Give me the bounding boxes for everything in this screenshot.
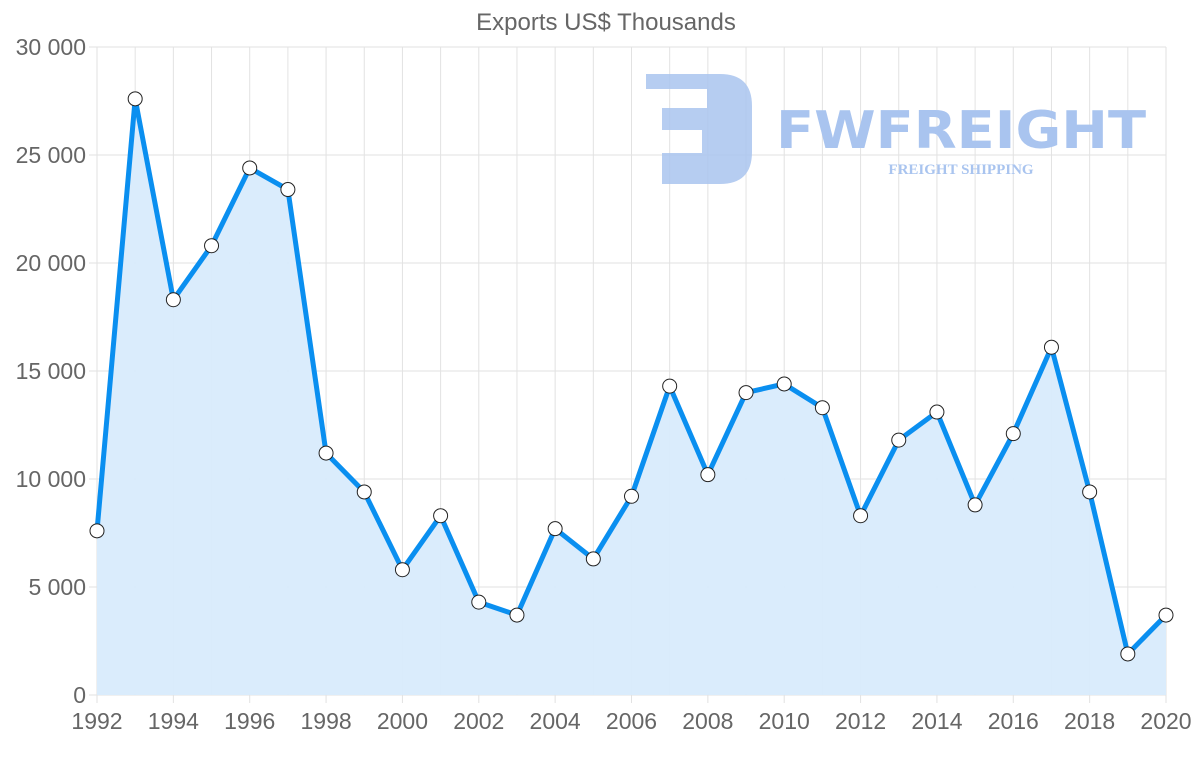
x-tick-label: 1996 (224, 708, 275, 734)
data-point[interactable] (929, 404, 945, 420)
data-point[interactable] (1082, 484, 1098, 500)
fwfreight-logo-icon (646, 74, 752, 184)
data-point[interactable] (662, 378, 678, 394)
x-tick-label: 2014 (911, 708, 962, 734)
y-tick-label: 0 (73, 682, 86, 708)
data-point[interactable] (891, 432, 907, 448)
x-tick-label: 2002 (453, 708, 504, 734)
chart-title: Exports US$ Thousands (476, 9, 736, 36)
data-point[interactable] (967, 497, 983, 513)
x-tick-label: 2020 (1140, 708, 1191, 734)
x-tick-label: 2006 (606, 708, 657, 734)
x-tick-label: 2018 (1064, 708, 1115, 734)
data-point[interactable] (471, 594, 487, 610)
y-tick-label: 10 000 (16, 466, 86, 492)
y-tick-label: 20 000 (16, 250, 86, 276)
x-tick-label: 1994 (148, 708, 199, 734)
data-point[interactable] (89, 523, 105, 539)
data-point[interactable] (509, 607, 525, 623)
data-point[interactable] (547, 521, 563, 537)
data-points (89, 91, 1174, 662)
x-tick-label: 2016 (988, 708, 1039, 734)
data-point[interactable] (1120, 646, 1136, 662)
data-point[interactable] (127, 91, 143, 107)
data-point[interactable] (738, 385, 754, 401)
x-tick-label: 2000 (377, 708, 428, 734)
x-tick-label: 1992 (71, 708, 122, 734)
data-point[interactable] (433, 508, 449, 524)
watermark-tagline: FREIGHT SHIPPING (888, 162, 1033, 178)
y-tick-label: 25 000 (16, 142, 86, 168)
x-axis-ticks: 1992 1994 1996 1998 2000 2002 2004 2006 2008 2010… (71, 708, 1191, 734)
data-point[interactable] (1043, 339, 1059, 355)
y-tick-label: 30 000 (16, 34, 86, 60)
data-point[interactable] (204, 238, 220, 254)
data-point[interactable] (585, 551, 601, 567)
data-point[interactable] (1005, 426, 1021, 442)
data-point[interactable] (814, 400, 830, 416)
x-tick-label: 2004 (530, 708, 581, 734)
data-point[interactable] (318, 445, 334, 461)
x-tick-label: 2012 (835, 708, 886, 734)
data-point[interactable] (624, 488, 639, 504)
data-point[interactable] (242, 160, 258, 176)
data-point[interactable] (280, 182, 296, 198)
data-point[interactable] (776, 376, 792, 392)
data-point[interactable] (356, 484, 372, 500)
area-fill (97, 98, 1166, 696)
data-point[interactable] (700, 467, 716, 483)
data-point[interactable] (165, 292, 181, 308)
data-point[interactable] (1158, 607, 1174, 623)
y-tick-label: 5 000 (28, 574, 86, 600)
y-tick-label: 15 000 (16, 358, 86, 384)
x-tick-label: 1998 (300, 708, 351, 734)
data-point[interactable] (853, 508, 869, 524)
y-axis-ticks: 0 5 000 10 000 15 000 20 000 25 000 30 000 (16, 34, 86, 708)
fwfreight-watermark: FWFREIGHT FREIGHT SHIPPING (646, 74, 1147, 184)
x-tick-label: 2008 (682, 708, 733, 734)
data-point[interactable] (394, 562, 410, 578)
x-tick-label: 2010 (759, 708, 810, 734)
watermark-brand: FWFREIGHT (776, 101, 1147, 161)
